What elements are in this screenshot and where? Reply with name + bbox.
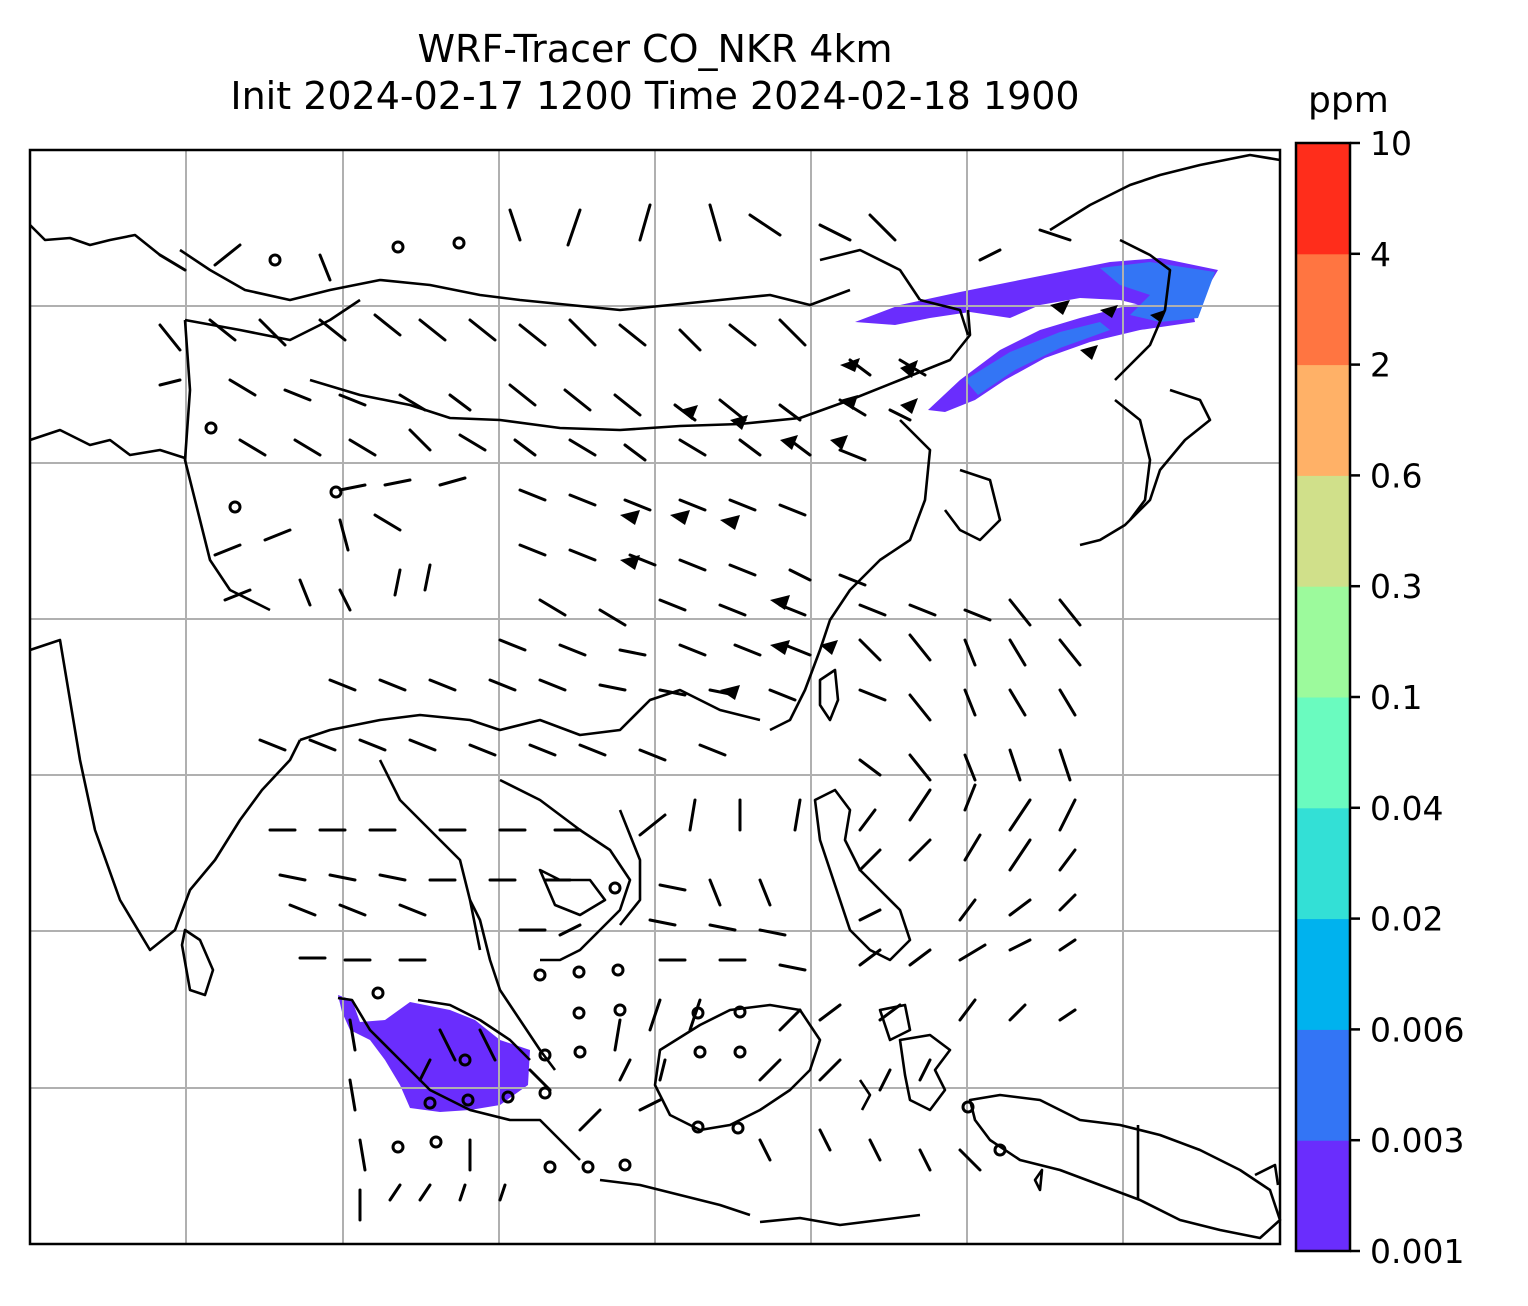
- colorbar-unit-label: ppm: [1308, 80, 1389, 121]
- tracer-plumes: [338, 258, 1218, 1112]
- colorbar-segment: [1296, 918, 1350, 1030]
- map-frame: [28, 148, 1282, 1246]
- colorbar: 0.001 0.003 0.006 0.02 0.04 0.1 0.3 0.6 2 4 10: [1294, 124, 1464, 1271]
- colorbar-tick-label: 0.6: [1370, 456, 1422, 495]
- colorbar-tick-label: 0.04: [1370, 789, 1443, 828]
- title-line-2: Init 2024-02-17 1200 Time 2024-02-18 190…: [230, 74, 1080, 118]
- colorbar-tick-label: 0.003: [1370, 1121, 1464, 1160]
- colorbar-tick-label: 2: [1370, 346, 1391, 385]
- colorbar-segment: [1296, 143, 1350, 255]
- colorbar-segment: [1296, 697, 1350, 809]
- colorbar-tick-label: 10: [1370, 124, 1412, 163]
- plume-northeast-core-2: [965, 322, 1110, 395]
- wind-barb-flags: [620, 300, 1165, 700]
- map-area: [28, 148, 1282, 1246]
- colorbar-segment: [1296, 475, 1350, 587]
- title-line-1: WRF-Tracer CO_NKR 4km: [417, 27, 893, 71]
- calm-wind-markers: [204, 236, 1007, 1174]
- colorbar-tick-label: 0.1: [1370, 678, 1422, 717]
- colorbar-tick-label: 0.3: [1370, 567, 1422, 606]
- plume-northeast-lower: [928, 300, 1195, 412]
- colorbar-tick-label: 0.001: [1370, 1232, 1464, 1271]
- colorbar-tick-label: 4: [1370, 235, 1391, 274]
- colorbar-segment: [1296, 364, 1350, 476]
- colorbar-segment: [1296, 1029, 1350, 1141]
- colorbar-segment: [1296, 586, 1350, 698]
- colorbar-tick-label: 0.02: [1370, 900, 1443, 939]
- colorbar-tick-label: 0.006: [1370, 1010, 1464, 1049]
- map-title: WRF-Tracer CO_NKR 4km Init 2024-02-17 12…: [30, 26, 1280, 120]
- colorbar-segment: [1296, 253, 1350, 366]
- colorbar-segment: [1296, 1140, 1350, 1252]
- wind-barbs: [158, 203, 1082, 1222]
- plume-sumatra: [338, 995, 530, 1112]
- colorbar-segment: [1296, 807, 1350, 920]
